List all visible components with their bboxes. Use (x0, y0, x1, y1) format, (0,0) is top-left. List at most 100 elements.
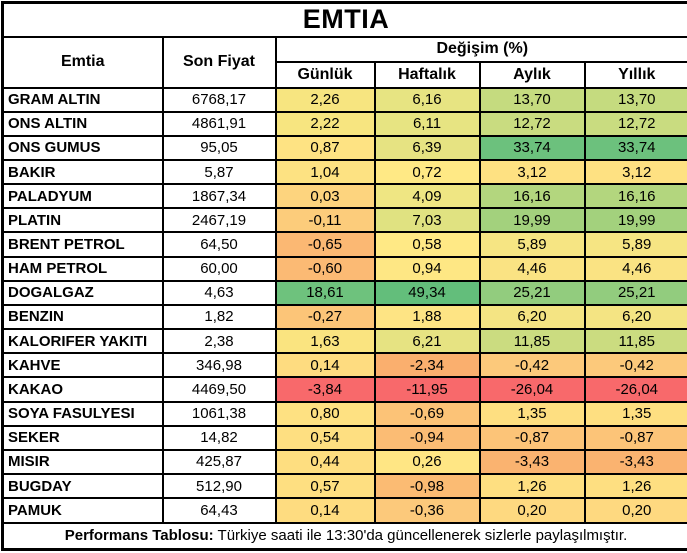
table-row: BRENT PETROL 64,50 -0,65 0,58 5,89 5,89 (3, 232, 687, 256)
change-cell-aylik: 5,89 (480, 232, 585, 256)
price-cell: 2,38 (163, 329, 276, 353)
footer-note: Performans Tablosu: Türkiye saati ile 13… (3, 523, 687, 550)
commodity-name-cell: BUGDAY (3, 474, 163, 498)
commodity-name-cell: KALORIFER YAKITI (3, 329, 163, 353)
price-cell: 64,50 (163, 232, 276, 256)
change-cell-yillik: 5,89 (585, 232, 687, 256)
col-header-son-fiyat: Son Fiyat (163, 37, 276, 88)
change-cell-aylik: 11,85 (480, 329, 585, 353)
change-cell-yillik: 33,74 (585, 136, 687, 160)
commodity-name-cell: MISIR (3, 450, 163, 474)
change-cell-aylik: 3,12 (480, 160, 585, 184)
change-cell-aylik: 4,46 (480, 257, 585, 281)
title-row: EMTIA (3, 3, 687, 37)
change-cell-yillik: -3,43 (585, 450, 687, 474)
change-cell-haftalik: 0,58 (375, 232, 480, 256)
table-row: KAHVE 346,98 0,14 -2,34 -0,42 -0,42 (3, 353, 687, 377)
change-cell-aylik: 6,20 (480, 305, 585, 329)
change-cell-gunluk: 2,22 (276, 112, 375, 136)
commodity-name-cell: BAKIR (3, 160, 163, 184)
change-cell-yillik: -0,42 (585, 353, 687, 377)
table-row: BUGDAY 512,90 0,57 -0,98 1,26 1,26 (3, 474, 687, 498)
col-header-gunluk: Günlük (276, 62, 375, 88)
commodity-name-cell: GRAM ALTIN (3, 88, 163, 112)
change-cell-gunluk: 0,03 (276, 184, 375, 208)
change-cell-gunluk: 0,44 (276, 450, 375, 474)
table-row: PLATIN 2467,19 -0,11 7,03 19,99 19,99 (3, 208, 687, 232)
change-cell-yillik: 3,12 (585, 160, 687, 184)
table-row: BAKIR 5,87 1,04 0,72 3,12 3,12 (3, 160, 687, 184)
change-cell-haftalik: 0,94 (375, 257, 480, 281)
price-cell: 1,82 (163, 305, 276, 329)
header-group-row: Emtia Son Fiyat Değişim (%) (3, 37, 687, 62)
change-cell-gunluk: 1,04 (276, 160, 375, 184)
change-cell-aylik: 13,70 (480, 88, 585, 112)
table-row: BENZIN 1,82 -0,27 1,88 6,20 6,20 (3, 305, 687, 329)
table-row: DOGALGAZ 4,63 18,61 49,34 25,21 25,21 (3, 281, 687, 305)
commodity-name-cell: PLATIN (3, 208, 163, 232)
change-cell-yillik: 25,21 (585, 281, 687, 305)
price-cell: 5,87 (163, 160, 276, 184)
change-cell-haftalik: -0,98 (375, 474, 480, 498)
col-header-aylik: Aylık (480, 62, 585, 88)
change-cell-aylik: 16,16 (480, 184, 585, 208)
change-cell-gunluk: 2,26 (276, 88, 375, 112)
table-row: KAKAO 4469,50 -3,84 -11,95 -26,04 -26,04 (3, 377, 687, 401)
col-header-yillik: Yıllık (585, 62, 687, 88)
price-cell: 512,90 (163, 474, 276, 498)
commodity-name-cell: SEKER (3, 426, 163, 450)
price-cell: 425,87 (163, 450, 276, 474)
table-row: SEKER 14,82 0,54 -0,94 -0,87 -0,87 (3, 426, 687, 450)
commodity-name-cell: HAM PETROL (3, 257, 163, 281)
change-cell-haftalik: 6,11 (375, 112, 480, 136)
change-cell-haftalik: 6,16 (375, 88, 480, 112)
commodity-name-cell: ONS GUMUS (3, 136, 163, 160)
price-cell: 64,43 (163, 498, 276, 522)
change-cell-yillik: 6,20 (585, 305, 687, 329)
change-cell-haftalik: 0,72 (375, 160, 480, 184)
change-cell-gunluk: 18,61 (276, 281, 375, 305)
page-title: EMTIA (3, 3, 687, 37)
commodity-name-cell: ONS ALTIN (3, 112, 163, 136)
price-cell: 60,00 (163, 257, 276, 281)
price-cell: 6768,17 (163, 88, 276, 112)
change-cell-aylik: 33,74 (480, 136, 585, 160)
change-cell-aylik: 0,20 (480, 498, 585, 522)
change-cell-gunluk: 0,87 (276, 136, 375, 160)
price-cell: 4,63 (163, 281, 276, 305)
change-cell-aylik: -0,42 (480, 353, 585, 377)
change-cell-gunluk: 0,80 (276, 402, 375, 426)
change-cell-aylik: -3,43 (480, 450, 585, 474)
change-cell-yillik: -26,04 (585, 377, 687, 401)
change-cell-gunluk: 0,14 (276, 353, 375, 377)
footer-label: Performans Tablosu: (65, 527, 214, 544)
change-cell-gunluk: 1,63 (276, 329, 375, 353)
change-cell-yillik: -0,87 (585, 426, 687, 450)
change-cell-haftalik: -11,95 (375, 377, 480, 401)
change-cell-yillik: 19,99 (585, 208, 687, 232)
price-cell: 4861,91 (163, 112, 276, 136)
change-cell-yillik: 16,16 (585, 184, 687, 208)
table-body: GRAM ALTIN 6768,17 2,26 6,16 13,70 13,70… (3, 88, 687, 523)
price-cell: 4469,50 (163, 377, 276, 401)
table-row: HAM PETROL 60,00 -0,60 0,94 4,46 4,46 (3, 257, 687, 281)
change-cell-gunluk: 0,54 (276, 426, 375, 450)
price-cell: 346,98 (163, 353, 276, 377)
change-cell-haftalik: -0,69 (375, 402, 480, 426)
change-cell-aylik: 12,72 (480, 112, 585, 136)
change-cell-haftalik: 6,39 (375, 136, 480, 160)
change-cell-aylik: 25,21 (480, 281, 585, 305)
price-cell: 14,82 (163, 426, 276, 450)
table-row: PALADYUM 1867,34 0,03 4,09 16,16 16,16 (3, 184, 687, 208)
table-row: KALORIFER YAKITI 2,38 1,63 6,21 11,85 11… (3, 329, 687, 353)
change-cell-yillik: 1,26 (585, 474, 687, 498)
table-row: SOYA FASULYESI 1061,38 0,80 -0,69 1,35 1… (3, 402, 687, 426)
table-row: ONS GUMUS 95,05 0,87 6,39 33,74 33,74 (3, 136, 687, 160)
change-cell-haftalik: -0,94 (375, 426, 480, 450)
price-cell: 95,05 (163, 136, 276, 160)
col-header-emtia: Emtia (3, 37, 163, 88)
change-cell-gunluk: -0,65 (276, 232, 375, 256)
commodity-name-cell: DOGALGAZ (3, 281, 163, 305)
